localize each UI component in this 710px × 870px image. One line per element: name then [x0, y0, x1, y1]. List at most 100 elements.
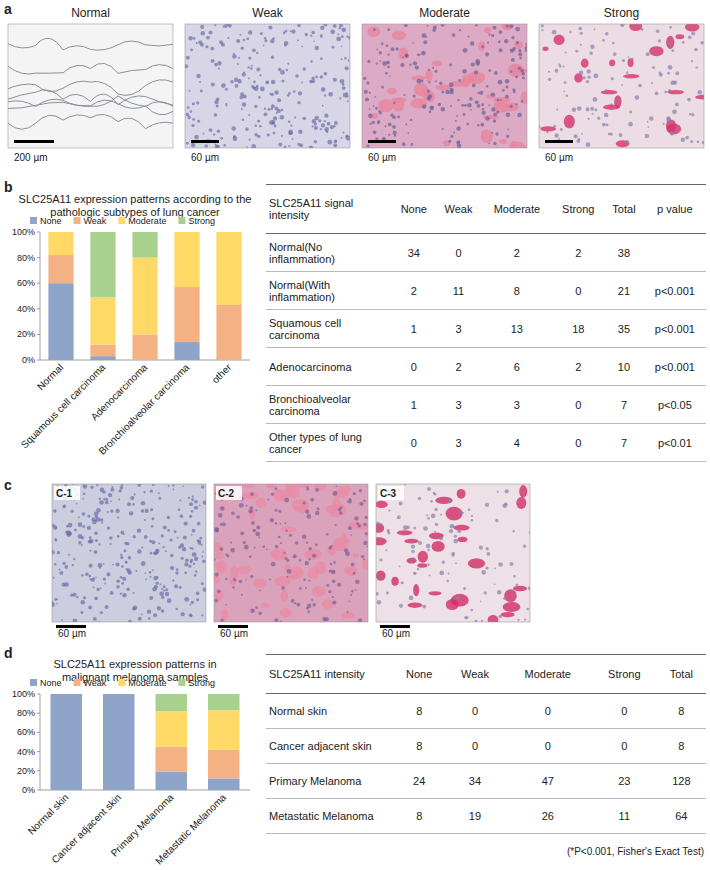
nucleus — [442, 561, 445, 564]
bar-segment — [156, 711, 188, 747]
nucleus — [402, 534, 404, 536]
nucleus — [456, 115, 458, 117]
micrograph-bg — [8, 24, 173, 148]
nucleus — [651, 82, 653, 84]
nucleus — [220, 547, 224, 551]
nucleus — [664, 91, 667, 94]
header-cell: SLC25A11 intensity — [266, 655, 392, 694]
nucleus — [238, 57, 240, 59]
nucleus — [448, 140, 451, 143]
panel-label: d — [4, 645, 13, 661]
p-value-cell: p<0.01 — [644, 424, 706, 462]
nucleus — [284, 522, 286, 524]
y-tick — [37, 334, 40, 335]
nucleus — [541, 29, 543, 31]
y-tick-label: 40% — [17, 304, 35, 314]
nucleus — [255, 532, 260, 537]
count-cell: 13 — [481, 310, 552, 348]
nucleus — [189, 502, 193, 506]
nucleus — [616, 97, 620, 101]
nucleus — [325, 617, 329, 621]
nucleus — [605, 89, 607, 91]
nucleus — [456, 595, 460, 599]
y-tick-label: 20% — [17, 766, 35, 776]
header-cell: p value — [644, 185, 706, 234]
nucleus — [587, 69, 591, 73]
legend-swatch — [74, 217, 81, 224]
nucleus — [462, 69, 467, 74]
nucleus — [154, 585, 158, 589]
nucleus — [145, 579, 147, 581]
nucleus — [172, 489, 174, 491]
nucleus — [150, 552, 153, 555]
nucleus — [415, 65, 419, 69]
nucleus — [270, 518, 274, 522]
nucleus — [427, 487, 431, 491]
nucleus — [333, 143, 337, 147]
nucleus — [515, 76, 518, 79]
stain — [432, 541, 445, 552]
bar-segment — [48, 255, 73, 283]
nucleus — [161, 588, 163, 590]
stain — [304, 549, 321, 559]
nucleus — [354, 516, 358, 520]
nucleus — [148, 617, 150, 619]
nucleus — [107, 526, 110, 529]
nucleus — [363, 77, 366, 80]
nucleus — [232, 54, 237, 59]
nucleus — [610, 132, 613, 135]
nucleus — [507, 129, 509, 131]
nucleus — [498, 615, 502, 619]
nucleus — [512, 530, 514, 532]
nucleus — [190, 110, 193, 113]
count-cell: 0 — [592, 729, 657, 764]
nucleus — [365, 532, 368, 535]
nucleus — [272, 122, 275, 125]
nucleus — [553, 125, 556, 128]
count-cell: 0 — [446, 729, 503, 764]
nucleus — [194, 135, 199, 140]
nucleus — [153, 576, 157, 580]
nucleus — [594, 29, 596, 31]
nucleus — [441, 107, 445, 111]
nucleus — [220, 618, 224, 622]
row-label: Primary Melanoma — [266, 764, 392, 799]
nucleus — [563, 65, 565, 67]
nucleus — [308, 547, 311, 550]
tissue-fiber — [8, 90, 173, 105]
count-cell: 0 — [436, 234, 482, 272]
stain — [443, 140, 450, 146]
nucleus — [290, 30, 292, 32]
nucleus — [287, 63, 289, 65]
stain — [256, 498, 267, 508]
nucleus — [310, 60, 312, 62]
nucleus — [245, 127, 249, 131]
p-value-cell: p<0.001 — [644, 272, 706, 310]
nucleus — [197, 120, 200, 123]
nucleus — [337, 583, 341, 587]
nucleus — [412, 42, 414, 44]
nucleus — [335, 524, 337, 526]
nucleus — [363, 558, 365, 560]
nucleus — [434, 493, 437, 496]
stain — [609, 60, 615, 67]
scale-bar — [14, 140, 54, 143]
nucleus — [500, 99, 502, 101]
stain — [238, 566, 251, 574]
nucleus — [99, 567, 101, 569]
nucleus — [280, 115, 285, 120]
nucleus — [388, 123, 392, 127]
nucleus — [659, 71, 661, 73]
nucleus — [271, 107, 273, 109]
nucleus — [375, 107, 378, 110]
nucleus — [196, 592, 200, 596]
table-row: Metastatic Melanoma819261164 — [266, 799, 706, 834]
nucleus — [315, 543, 318, 546]
micrograph-bg — [52, 484, 206, 622]
count-cell: 34 — [446, 764, 503, 799]
nucleus — [484, 591, 487, 594]
nucleus — [663, 123, 665, 125]
chart: SLC25A11 expression patterns according t… — [12, 193, 251, 457]
nucleus — [626, 76, 628, 78]
nucleus — [312, 119, 316, 123]
